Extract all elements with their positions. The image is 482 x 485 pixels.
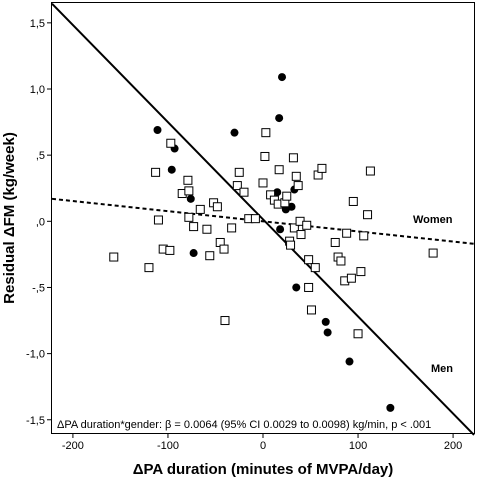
point-women (232, 181, 242, 191)
y-tick-label: ,5 (36, 150, 45, 162)
point-women (306, 305, 316, 315)
point-women (289, 223, 299, 233)
point-women (261, 128, 271, 138)
point-women (286, 240, 296, 250)
point-women (189, 222, 199, 232)
x-axis-ticks: -200 -100 0 100 200 (62, 433, 462, 452)
point-men (386, 403, 395, 412)
point-women (359, 231, 369, 241)
point-men (287, 202, 296, 211)
series-label-women: Women (413, 214, 453, 226)
point-women (336, 256, 346, 266)
point-women (202, 224, 212, 234)
point-men (276, 225, 285, 234)
point-women (250, 214, 260, 224)
point-men (345, 357, 354, 366)
series-label-men: Men (431, 363, 453, 375)
point-women (165, 245, 175, 255)
point-women (363, 210, 373, 220)
y-tick-label: 1,0 (30, 84, 45, 96)
fit-lines (51, 2, 475, 436)
point-women (239, 187, 249, 197)
point-women (153, 215, 163, 225)
x-axis-title: ΔPA duration (minutes of MVPA/day) (133, 461, 394, 478)
point-men (167, 165, 176, 174)
point-women (220, 316, 230, 326)
point-men (292, 283, 301, 292)
x-tick-label: 200 (444, 440, 462, 452)
point-women (288, 153, 298, 163)
y-axis-title: Residual ΔFM (kg/week) (1, 132, 18, 304)
point-women (282, 191, 292, 201)
point-women (302, 220, 312, 230)
point-women (304, 255, 314, 265)
point-women (234, 167, 244, 177)
point-women (195, 204, 205, 214)
point-women (144, 263, 154, 273)
point-women (317, 163, 327, 173)
x-tick-label: -200 (62, 440, 84, 452)
point-women (184, 186, 194, 196)
point-women (356, 267, 366, 277)
point-women (212, 202, 222, 212)
fit-line-women (51, 197, 475, 245)
point-women (219, 244, 229, 254)
point-women (348, 196, 358, 206)
point-men (278, 73, 287, 82)
point-women (151, 167, 161, 177)
point-women (260, 151, 270, 161)
point-women (365, 166, 375, 176)
point-men (321, 317, 330, 326)
x-tick-label: 100 (349, 440, 367, 452)
point-women (227, 223, 237, 233)
point-men (189, 249, 198, 258)
point-women (342, 228, 352, 238)
x-tick-label: 0 (260, 440, 266, 452)
y-tick-label: -1,0 (26, 349, 45, 361)
point-women (346, 273, 356, 283)
interaction-annotation: ΔPA duration*gender: β = 0.0064 (95% CI … (57, 419, 431, 431)
point-men (186, 194, 195, 203)
point-women (310, 263, 320, 273)
point-women (274, 165, 284, 175)
point-women (293, 181, 303, 191)
point-women (330, 237, 340, 247)
fit-line-men (51, 2, 475, 436)
point-women (353, 329, 363, 339)
point-women (296, 230, 306, 240)
point-women (428, 248, 438, 258)
y-tick-label: ,0 (36, 216, 45, 228)
y-tick-label: -1,5 (26, 415, 45, 427)
point-women (166, 138, 176, 148)
y-tick-label: 1,5 (30, 18, 45, 30)
x-tick-label: -100 (157, 440, 179, 452)
point-women (183, 175, 193, 185)
point-men (230, 128, 239, 137)
y-axis-ticks: 1,5 1,0 ,5 ,0 -,5 -1,0 -1,5 (26, 18, 52, 427)
point-women (258, 178, 268, 188)
point-women (205, 251, 215, 261)
y-tick-label: -,5 (32, 282, 45, 294)
point-women (304, 282, 314, 292)
point-women (291, 171, 301, 181)
point-men (153, 126, 162, 135)
point-men (273, 188, 282, 197)
point-women (109, 252, 119, 262)
data-points (109, 73, 438, 412)
point-men (323, 328, 332, 337)
point-women (184, 212, 194, 222)
point-men (275, 114, 284, 123)
